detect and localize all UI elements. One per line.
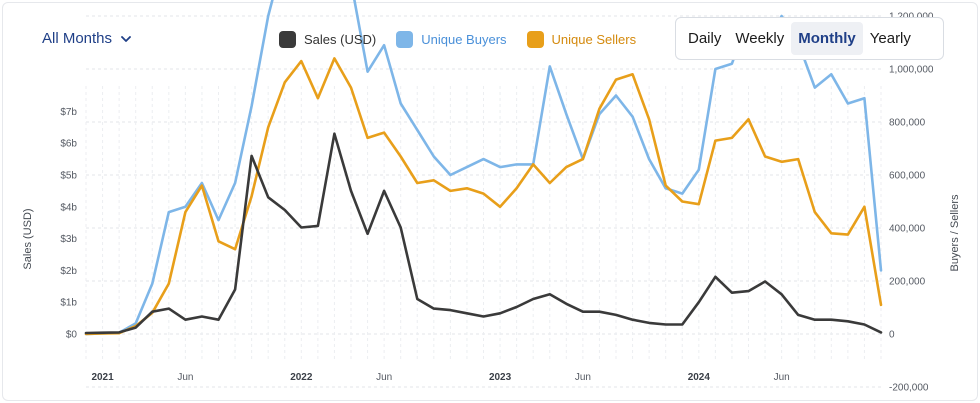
y-right-tick-label: 400,000	[889, 224, 926, 235]
x-tick-label: 2023	[489, 372, 512, 383]
y-left-tick-label: $5b	[60, 171, 77, 182]
period-monthly-button[interactable]: Monthly	[791, 22, 863, 55]
legend-item-sales[interactable]: Sales (USD)	[279, 31, 376, 48]
y-right-tick-label: 0	[889, 330, 895, 341]
x-tick-label: Jun	[575, 372, 591, 383]
legend-swatch-unique-sellers	[526, 31, 544, 48]
y-left-tick-label: $0	[66, 330, 78, 341]
y-right-tick-label: 1,000,000	[889, 65, 934, 76]
month-filter-label: All Months	[42, 30, 113, 47]
y-left-tick-label: $7b	[60, 107, 77, 118]
x-axis-ticks: 2021 Jun 2022 Jun 2023 Jun 2024 Jun	[91, 372, 789, 383]
x-tick-label: 2024	[688, 372, 711, 383]
x-tick-label: Jun	[177, 372, 193, 383]
series-line-unique-sellers[interactable]	[84, 57, 883, 336]
x-tick-label: Jun	[376, 372, 392, 383]
y-right-tick-label: -200,000	[889, 383, 929, 394]
legend-label-unique-sellers: Unique Sellers	[551, 32, 637, 47]
y-left-tick-label: $2b	[60, 266, 77, 277]
chevron-down-icon	[121, 35, 131, 42]
legend-item-unique-buyers[interactable]: Unique Buyers	[396, 31, 507, 48]
y-left-tick-label: $6b	[60, 139, 77, 150]
period-selector: Daily Weekly Monthly Yearly	[675, 17, 944, 60]
legend-item-unique-sellers[interactable]: Unique Sellers	[526, 31, 637, 48]
y-left-tick-label: $4b	[60, 202, 77, 213]
y-left-tick-label: $1b	[60, 298, 77, 309]
legend-swatch-unique-buyers	[396, 31, 414, 48]
y-right-tick-label: 200,000	[889, 277, 926, 288]
chart-legend: Sales (USD) Unique Buyers Unique Sellers	[279, 31, 636, 48]
period-daily-button[interactable]: Daily	[688, 30, 722, 47]
y-right-tick-label: 600,000	[889, 171, 926, 182]
period-weekly-button[interactable]: Weekly	[735, 30, 785, 47]
month-filter-dropdown[interactable]: All Months	[42, 30, 132, 47]
legend-swatch-sales	[279, 31, 296, 48]
legend-label-sales: Sales (USD)	[304, 32, 377, 47]
y-axis-left-ticks: $0 $1b $2b $3b $4b $5b $6b $7b	[60, 107, 77, 341]
legend-label-unique-buyers: Unique Buyers	[421, 32, 507, 47]
y-axis-right-title: Buyers / Sellers	[949, 194, 961, 272]
y-right-tick-label: 800,000	[889, 118, 926, 129]
y-axis-left-title: Sales (USD)	[22, 208, 34, 269]
x-tick-label: Jun	[774, 372, 790, 383]
x-tick-label: 2021	[91, 372, 114, 383]
x-tick-label: 2022	[290, 372, 313, 383]
period-yearly-button[interactable]: Yearly	[869, 30, 911, 47]
series-line-sales-usd[interactable]	[84, 132, 883, 335]
y-left-tick-label: $3b	[60, 234, 77, 245]
